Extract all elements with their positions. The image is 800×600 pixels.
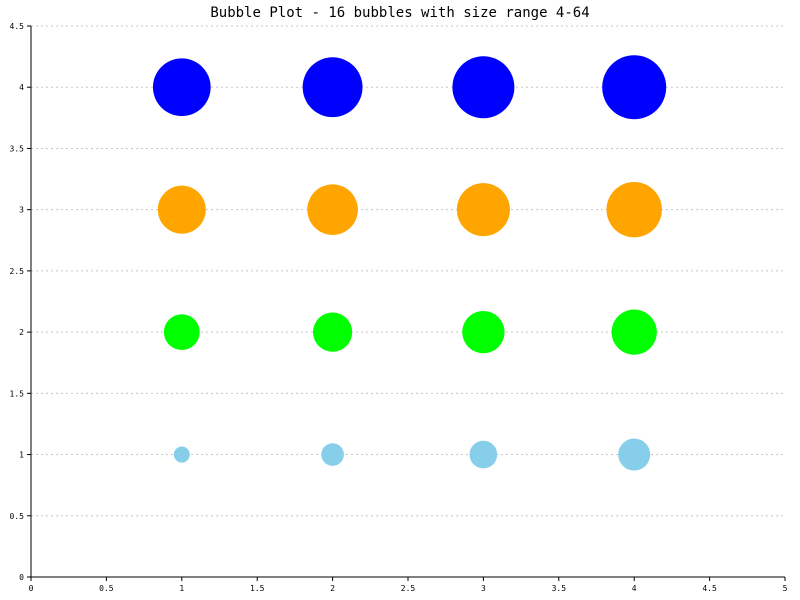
bubble bbox=[302, 57, 363, 118]
x-tick-label: 2 bbox=[330, 584, 335, 593]
x-tick-label: 2.5 bbox=[401, 584, 416, 593]
x-tick-label: 1 bbox=[179, 584, 184, 593]
bubble bbox=[606, 181, 662, 238]
x-tick-label: 1.5 bbox=[250, 584, 265, 593]
chart-title: Bubble Plot - 16 bubbles with size range… bbox=[210, 5, 589, 21]
bubble bbox=[157, 185, 206, 234]
x-tick-label: 3 bbox=[481, 584, 486, 593]
bubble bbox=[321, 443, 344, 466]
x-tick-label: 4.5 bbox=[702, 584, 717, 593]
y-tick-label: 2.5 bbox=[10, 267, 25, 276]
bubble bbox=[163, 314, 200, 350]
bubble bbox=[173, 446, 190, 463]
x-tick-label: 5 bbox=[783, 584, 788, 593]
bubble bbox=[602, 55, 667, 120]
y-tick-label: 1 bbox=[19, 451, 24, 460]
bubble bbox=[313, 312, 353, 352]
y-tick-label: 1.5 bbox=[10, 389, 25, 398]
bubble bbox=[462, 310, 505, 354]
y-tick-label: 0 bbox=[19, 573, 24, 582]
bubble bbox=[452, 56, 515, 119]
bubble bbox=[152, 58, 211, 117]
y-tick-label: 4 bbox=[19, 83, 24, 92]
y-tick-label: 2 bbox=[19, 328, 24, 337]
bubble bbox=[469, 440, 498, 469]
bubble bbox=[456, 183, 510, 237]
bubbles bbox=[152, 55, 667, 471]
bubble bbox=[307, 184, 358, 235]
x-tick-label: 3.5 bbox=[552, 584, 567, 593]
axes: 0 0.5 1 1.5 2 2.5 3 3.5 4 4.5 5 0 0.5 1 1.5 2 2.5 3 3.5 4 4.… bbox=[10, 22, 788, 593]
x-tick-label: 4 bbox=[632, 584, 637, 593]
y-tick-label: 0.5 bbox=[10, 512, 25, 521]
y-tick-label: 3.5 bbox=[10, 144, 25, 153]
x-tick-label: 0.5 bbox=[99, 584, 114, 593]
y-tick-label: 3 bbox=[19, 206, 24, 215]
grid-lines bbox=[31, 25, 785, 517]
bubble bbox=[618, 438, 651, 471]
bubble bbox=[611, 309, 657, 355]
x-tick-label: 0 bbox=[29, 584, 34, 593]
y-tick-label: 4.5 bbox=[10, 22, 25, 31]
